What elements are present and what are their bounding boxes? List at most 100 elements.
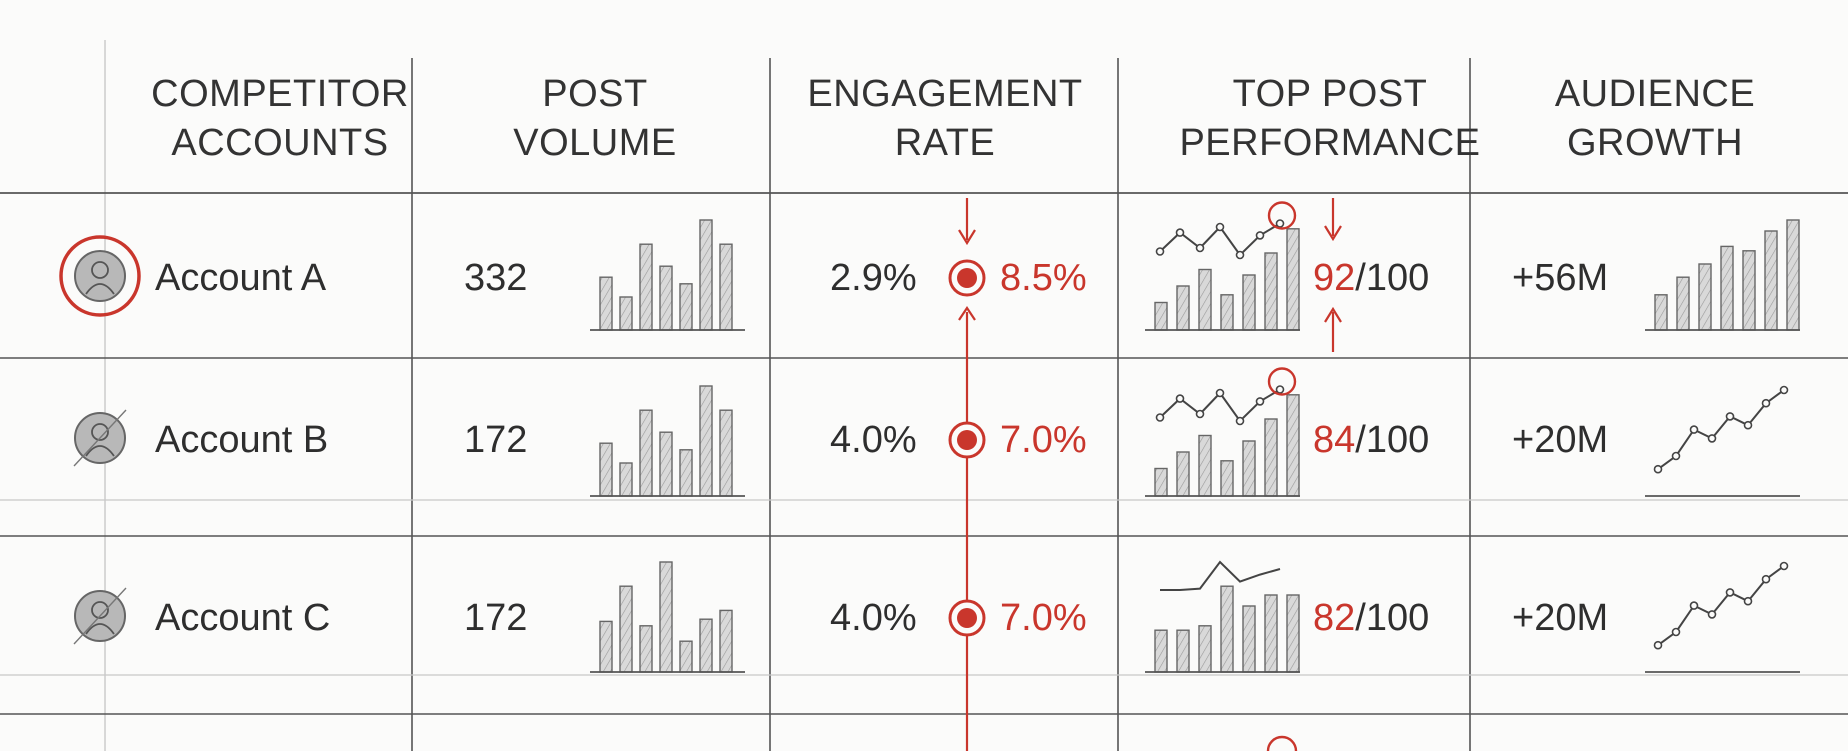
engagement-marker-dot bbox=[957, 608, 977, 628]
performance-bar bbox=[1242, 274, 1256, 331]
performance-bar bbox=[1198, 625, 1212, 673]
growth-point bbox=[1707, 434, 1717, 443]
audience-growth-value: +20M bbox=[1512, 419, 1609, 461]
growth-point bbox=[1689, 425, 1699, 434]
post-volume-bar bbox=[719, 409, 733, 497]
trend-point bbox=[1255, 231, 1265, 240]
top-post-score: 92/100 bbox=[1313, 256, 1429, 300]
performance-bar bbox=[1264, 594, 1278, 673]
audience-growth-value: +20M bbox=[1512, 597, 1609, 639]
engagement-base-value: 2.9% bbox=[830, 257, 917, 299]
performance-bar bbox=[1154, 467, 1168, 497]
header-line-1: AUDIENCE bbox=[1554, 73, 1756, 115]
header-line-2: VOLUME bbox=[513, 122, 677, 164]
post-volume-bar bbox=[599, 620, 613, 673]
header-line-1: TOP POST bbox=[1232, 73, 1428, 115]
trend-point bbox=[1215, 222, 1225, 232]
performance-bar bbox=[1220, 460, 1234, 497]
growth-point bbox=[1761, 398, 1771, 408]
engagement-peak-value: 8.5% bbox=[1000, 257, 1087, 299]
post-volume-bar bbox=[619, 296, 633, 331]
performance-bar bbox=[1198, 268, 1212, 331]
post-volume-bar bbox=[659, 561, 673, 673]
growth-point bbox=[1671, 451, 1681, 461]
post-volume-value: 172 bbox=[464, 419, 528, 461]
trend-point bbox=[1255, 397, 1265, 406]
trend-point bbox=[1175, 228, 1185, 237]
post-volume-bar bbox=[679, 449, 693, 497]
engagement-marker-dot bbox=[957, 268, 977, 288]
arrowhead-up-icon bbox=[1324, 306, 1342, 323]
post-volume-bar bbox=[699, 618, 713, 673]
header-line-1: COMPETITOR bbox=[151, 73, 409, 115]
header-line-2: RATE bbox=[894, 122, 996, 164]
post-volume-bar bbox=[619, 585, 633, 673]
trend-point bbox=[1215, 388, 1225, 398]
arrowhead-up-icon bbox=[958, 306, 976, 321]
post-volume-value: 172 bbox=[464, 597, 528, 639]
performance-bar bbox=[1264, 418, 1278, 497]
next-row-peak-ring bbox=[1266, 735, 1298, 751]
score-suffix: /100 bbox=[1355, 419, 1430, 461]
performance-bar bbox=[1220, 294, 1234, 331]
header-top-post-performance: TOP POST PERFORMANCE bbox=[1120, 70, 1540, 170]
account-name: Account B bbox=[155, 419, 329, 461]
header-post-volume: POST VOLUME bbox=[420, 70, 770, 170]
post-volume-bar bbox=[639, 625, 653, 673]
performance-bar bbox=[1176, 451, 1190, 497]
header-competitor-accounts: COMPETITOR ACCOUNTS bbox=[150, 70, 410, 170]
audience-growth-bar bbox=[1676, 276, 1690, 331]
trend-point bbox=[1155, 413, 1165, 422]
top-post-score: 82/100 bbox=[1313, 596, 1429, 640]
audience-growth-bar bbox=[1764, 230, 1778, 331]
post-volume-bar bbox=[699, 385, 713, 497]
post-volume-bar bbox=[699, 219, 713, 331]
avatar-head bbox=[91, 261, 109, 279]
growth-point bbox=[1725, 412, 1735, 421]
peak-highlight-ring bbox=[1267, 367, 1297, 396]
score-value: 82 bbox=[1313, 597, 1356, 639]
avatar-shoulders bbox=[85, 445, 115, 457]
header-line-2: ACCOUNTS bbox=[171, 122, 389, 164]
post-volume-bar bbox=[679, 640, 693, 673]
growth-point bbox=[1653, 640, 1663, 650]
header-line-2: GROWTH bbox=[1566, 122, 1744, 164]
audience-growth-bar bbox=[1742, 250, 1756, 331]
post-volume-bar bbox=[679, 283, 693, 331]
performance-bar bbox=[1286, 594, 1300, 673]
post-volume-bar bbox=[619, 462, 633, 497]
growth-point bbox=[1707, 610, 1717, 619]
header-line-1: POST bbox=[542, 73, 648, 115]
avatar-shoulders bbox=[85, 623, 115, 635]
arrowhead-down-icon bbox=[958, 229, 976, 246]
performance-bar bbox=[1154, 301, 1168, 331]
post-volume-bar bbox=[599, 442, 613, 497]
trend-point bbox=[1235, 250, 1245, 260]
score-value: 92 bbox=[1313, 257, 1356, 299]
account-name: Account C bbox=[155, 597, 331, 639]
growth-point bbox=[1689, 601, 1699, 610]
engagement-peak-value: 7.0% bbox=[1000, 597, 1087, 639]
growth-point bbox=[1653, 464, 1663, 474]
avatar-strike bbox=[73, 409, 127, 467]
performance-bar bbox=[1198, 434, 1212, 497]
post-volume-bar bbox=[659, 431, 673, 497]
performance-bar bbox=[1286, 228, 1300, 331]
trend-point bbox=[1275, 385, 1285, 394]
account-name: Account A bbox=[155, 257, 327, 299]
trend-point bbox=[1195, 243, 1205, 253]
trend-point bbox=[1155, 247, 1165, 256]
header-line-2: PERFORMANCE bbox=[1179, 122, 1481, 164]
post-volume-bar bbox=[639, 243, 653, 331]
header-line-1: ENGAGEMENT bbox=[807, 73, 1083, 115]
engagement-peak-value: 7.0% bbox=[1000, 419, 1087, 461]
trend-point bbox=[1175, 394, 1185, 403]
post-volume-bar bbox=[639, 409, 653, 497]
audience-growth-line bbox=[1657, 565, 1785, 647]
avatar-head bbox=[91, 423, 109, 441]
engagement-base-value: 4.0% bbox=[830, 597, 917, 639]
growth-point bbox=[1761, 574, 1771, 584]
performance-bar bbox=[1154, 629, 1168, 673]
